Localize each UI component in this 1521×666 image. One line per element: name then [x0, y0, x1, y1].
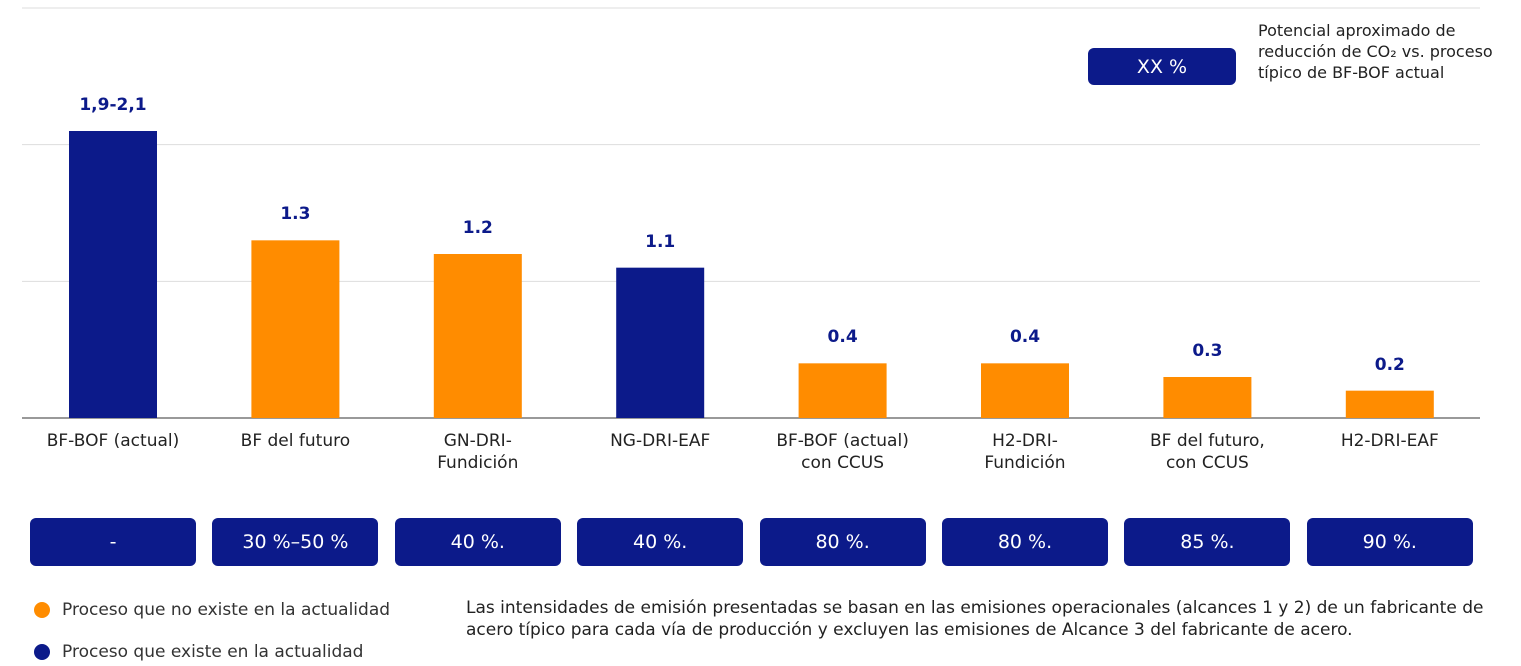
legend-item: Proceso que no existe en la actualidad	[34, 600, 390, 620]
footnote: Las intensidades de emisión presentadas …	[466, 598, 1484, 640]
x-tick-label: H2-DRI-EAF	[1340, 431, 1439, 451]
key-note: Potencial aproximado de reducción de CO₂…	[1258, 21, 1493, 82]
bar	[798, 363, 887, 418]
key-box: XX %	[1088, 48, 1236, 85]
x-tick-label: H2-DRI- Fundición	[984, 431, 1066, 473]
bar	[1163, 377, 1252, 418]
value-label: 1.3	[280, 204, 311, 225]
x-tick-label: BF del futuro, con CCUS	[1149, 431, 1265, 473]
bar	[69, 131, 157, 418]
value-label: 1.2	[462, 218, 493, 238]
legend-item: Proceso que existe en la actualidad	[34, 642, 363, 662]
x-tick-label: NG-DRI-EAF	[610, 431, 711, 451]
reduction-box: 40 %.	[394, 518, 561, 566]
reduction-box: -	[30, 518, 196, 566]
bar	[616, 267, 705, 418]
bar	[433, 254, 522, 418]
value-label: 0.4	[827, 327, 858, 348]
value-label: 0.4	[1009, 327, 1041, 348]
chart	[22, 7, 1480, 419]
value-label: 0.2	[1374, 354, 1405, 375]
value-label: 1,9-2,1	[79, 95, 147, 115]
legend-label: Proceso que no existe en la actualidad	[62, 600, 391, 620]
legend-dot	[34, 644, 50, 660]
bar	[981, 363, 1069, 418]
reduction-box: 85 %.	[1124, 518, 1291, 566]
bar	[1345, 390, 1434, 418]
x-tick-label: BF-BOF (actual) con CCUS	[776, 431, 909, 473]
value-label: 1.1	[645, 231, 676, 252]
reduction-box: 30 %–50 %	[212, 518, 379, 566]
reduction-box: 90 %.	[1306, 518, 1473, 566]
x-tick-label: BF-BOF (actual)	[46, 431, 180, 451]
reduction-box: 80 %.	[942, 518, 1108, 566]
legend-dot	[34, 602, 50, 618]
reduction-box: 40 %.	[577, 518, 744, 566]
x-tick-label: GN-DRI- Fundición	[437, 431, 519, 473]
bar	[251, 240, 340, 418]
value-label: 0.3	[1192, 341, 1223, 361]
reduction-box: 80 %.	[759, 518, 926, 566]
x-tick-label: BF del futuro	[240, 431, 351, 451]
legend-label: Proceso que existe en la actualidad	[62, 642, 364, 662]
